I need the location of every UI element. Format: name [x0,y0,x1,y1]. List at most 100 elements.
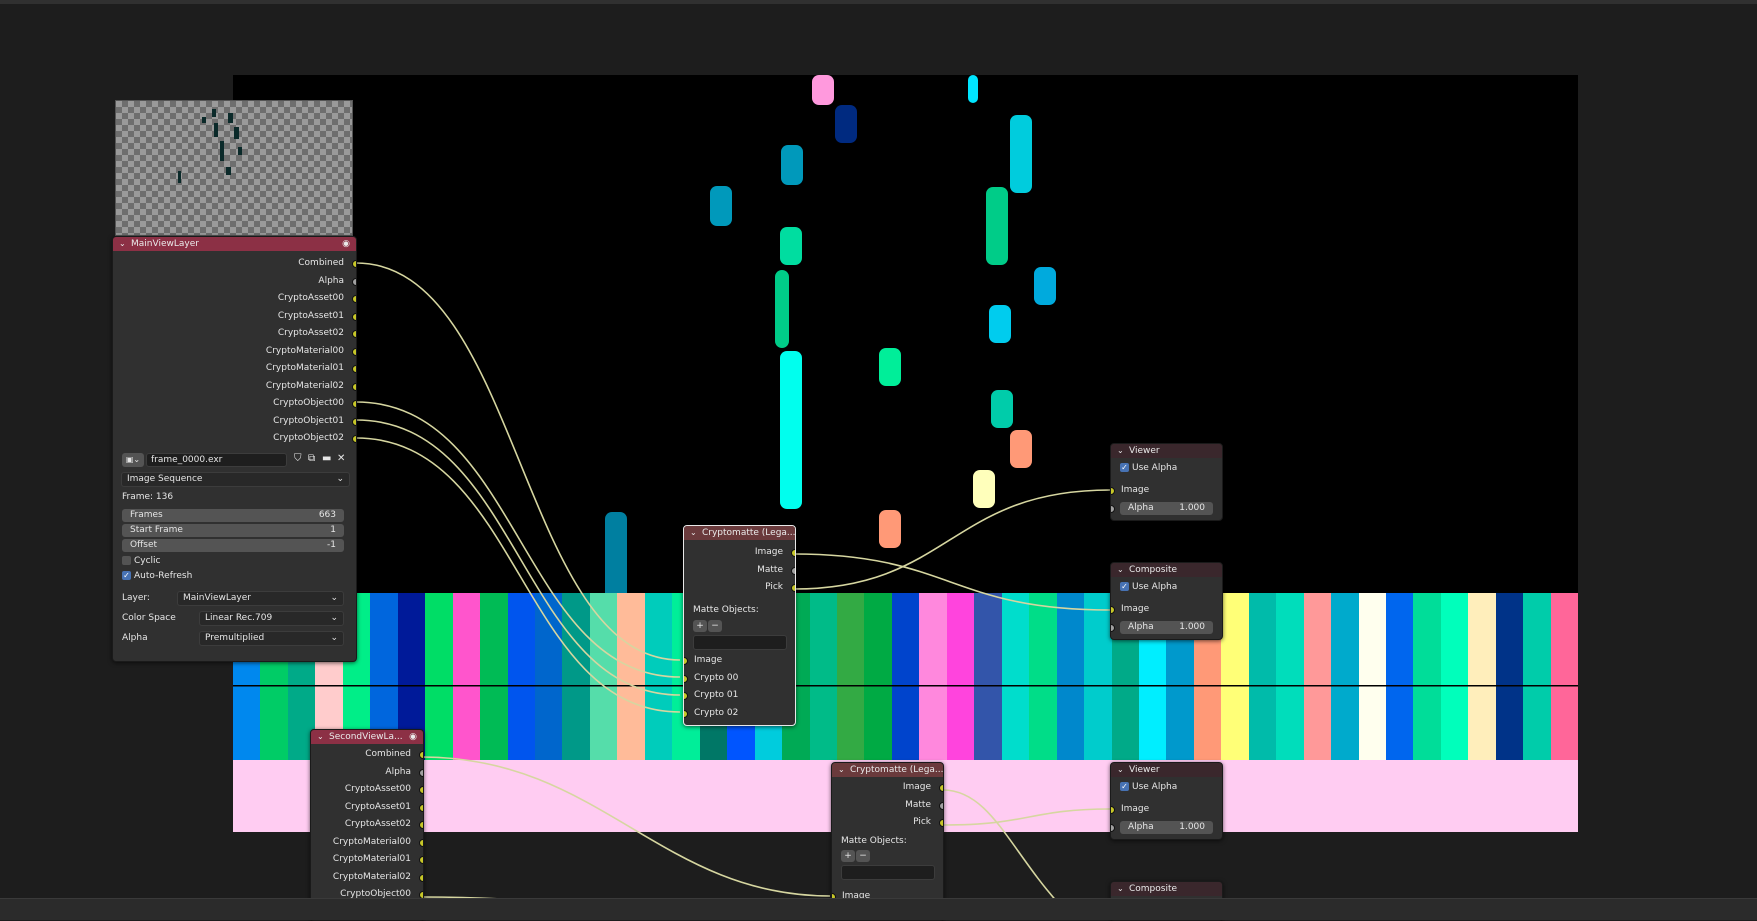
output-cryptoasset00[interactable]: CryptoAsset00 [113,290,356,308]
output-cryptomaterial00[interactable]: CryptoMaterial00 [113,343,356,361]
output-socket[interactable] [419,856,423,864]
node-header[interactable]: ⌄ Viewer [1111,444,1222,458]
output-socket[interactable] [352,312,356,321]
output-socket[interactable] [791,566,795,575]
image-filename-field[interactable]: frame_0000.exr [146,453,287,467]
output-socket[interactable] [419,803,423,812]
open-folder-icon[interactable]: ▬ [322,453,332,464]
output-socket[interactable] [791,549,795,557]
output-socket[interactable] [352,295,356,303]
viewer-node[interactable]: ⌄ Viewer ✓ Use Alpha Image Alpha 1.000 [1110,443,1223,521]
output-cryptoasset01[interactable]: CryptoAsset01 [113,308,356,326]
output-socket[interactable] [352,400,356,408]
viewer-node-2[interactable]: ⌄ Viewer ✓ Use Alpha Image Alpha 1.000 [1110,762,1223,840]
input-crypto-02[interactable]: Crypto 02 [684,705,795,723]
output-socket[interactable] [419,838,423,847]
output-socket[interactable] [419,873,423,882]
output-cryptoobject01[interactable]: CryptoObject01 [113,413,356,431]
add-matte-button[interactable]: + [693,620,707,632]
input-socket[interactable] [684,674,688,683]
output-socket[interactable] [352,260,356,268]
matte-objects-field[interactable] [693,635,787,650]
use-alpha-checkbox[interactable]: ✓ Use Alpha [1120,463,1177,473]
matte-objects-field[interactable] [841,865,935,880]
collapse-chevron-icon[interactable]: ⌄ [119,239,126,248]
node-header[interactable]: ⌄ Viewer [1111,763,1222,777]
color-space-dropdown[interactable]: Linear Rec.709 ⌄ [199,611,344,626]
checkmark-icon[interactable]: ✓ [1120,463,1129,472]
output-image[interactable]: Image [832,779,943,797]
unlink-close-icon[interactable]: ✕ [337,453,346,464]
add-matte-button[interactable]: + [841,850,855,862]
checkmark-icon[interactable]: ✓ [122,571,131,580]
output-matte[interactable]: Matte [832,797,943,815]
collapse-chevron-icon[interactable]: ⌄ [1117,565,1124,574]
use-alpha-checkbox[interactable]: ✓ Use Alpha [1120,582,1177,592]
input-image[interactable]: Image [1111,601,1222,619]
input-image[interactable]: Image [684,652,795,670]
node-header[interactable]: ⌄ Composite [1111,882,1222,896]
node-header[interactable]: ⌄ Cryptomatte (Lega... [684,526,795,540]
render-layers-node[interactable]: ⌄ MainViewLayer ◉ Combined Alpha CryptoAss… [112,236,357,662]
output-socket[interactable] [939,801,943,810]
input-socket[interactable] [1111,806,1115,814]
output-cryptoasset02[interactable]: CryptoAsset02 [311,816,423,834]
auto-refresh-checkbox[interactable]: ✓ Auto-Refresh [122,571,192,581]
input-socket[interactable] [1111,487,1115,495]
input-socket[interactable] [684,692,688,700]
eye-icon[interactable]: ◉ [342,239,350,249]
output-socket[interactable] [939,784,943,792]
collapse-chevron-icon[interactable]: ⌄ [690,528,697,537]
input-socket[interactable] [1111,624,1115,632]
input-crypto-01[interactable]: Crypto 01 [684,687,795,705]
duplicate-icon[interactable]: ⧉ [308,453,316,464]
start-frame-field[interactable]: Start Frame 1 [122,524,344,537]
node-header[interactable]: ⌄ Composite [1111,563,1222,577]
cryptomatte-node-2[interactable]: ⌄ Cryptomatte (Lega... Image Matte Pick … [831,762,944,921]
output-socket[interactable] [939,819,943,827]
input-socket[interactable] [1111,606,1115,614]
input-socket[interactable] [1111,824,1115,832]
eye-icon[interactable]: ◉ [409,732,417,742]
node-header[interactable]: ⌄ Cryptomatte (Lega... [832,763,943,777]
output-socket[interactable] [419,768,423,777]
output-cryptomaterial01[interactable]: CryptoMaterial01 [113,360,356,378]
input-image[interactable]: Image [1111,482,1222,500]
use-alpha-checkbox[interactable]: ✓ Use Alpha [1120,782,1177,792]
output-matte[interactable]: Matte [684,562,795,580]
output-cryptoobject02[interactable]: CryptoObject02 [113,430,356,448]
collapse-chevron-icon[interactable]: ⌄ [317,732,324,741]
input-crypto-00[interactable]: Crypto 00 [684,670,795,688]
cyclic-checkbox[interactable]: Cyclic [122,556,161,566]
cryptomatte-node[interactable]: ⌄ Cryptomatte (Lega... Image Matte Pick … [683,525,796,726]
output-image[interactable]: Image [684,544,795,562]
remove-matte-button[interactable]: − [708,620,722,632]
output-socket[interactable] [352,435,356,443]
input-image[interactable]: Image [1111,801,1222,819]
output-socket[interactable] [419,751,423,759]
collapse-chevron-icon[interactable]: ⌄ [1117,446,1124,455]
output-alpha[interactable]: Alpha [311,764,423,782]
input-socket[interactable] [1111,505,1115,513]
output-socket[interactable] [419,821,423,829]
output-socket[interactable] [352,347,356,356]
output-socket[interactable] [419,786,423,794]
output-cryptomaterial02[interactable]: CryptoMaterial02 [311,869,423,887]
output-pick[interactable]: Pick [684,579,795,597]
render-layers-node-2[interactable]: ⌄ SecondViewLa... ◉ Combined Alpha CryptoA… [310,729,424,921]
output-socket[interactable] [352,330,356,338]
output-socket[interactable] [352,417,356,426]
layer-dropdown[interactable]: MainViewLayer ⌄ [177,591,344,606]
collapse-chevron-icon[interactable]: ⌄ [1117,884,1124,893]
output-socket[interactable] [791,584,795,592]
collapse-chevron-icon[interactable]: ⌄ [1117,765,1124,774]
alpha-mode-dropdown[interactable]: Premultiplied ⌄ [199,631,344,646]
frames-field[interactable]: Frames 663 [122,509,344,522]
collapse-chevron-icon[interactable]: ⌄ [838,765,845,774]
output-socket[interactable] [352,365,356,373]
output-cryptoasset02[interactable]: CryptoAsset02 [113,325,356,343]
checkmark-icon[interactable]: ✓ [1120,782,1129,791]
input-socket[interactable] [684,709,688,718]
node-header[interactable]: ⌄ SecondViewLa... ◉ [311,730,423,744]
input-socket[interactable] [684,657,688,665]
